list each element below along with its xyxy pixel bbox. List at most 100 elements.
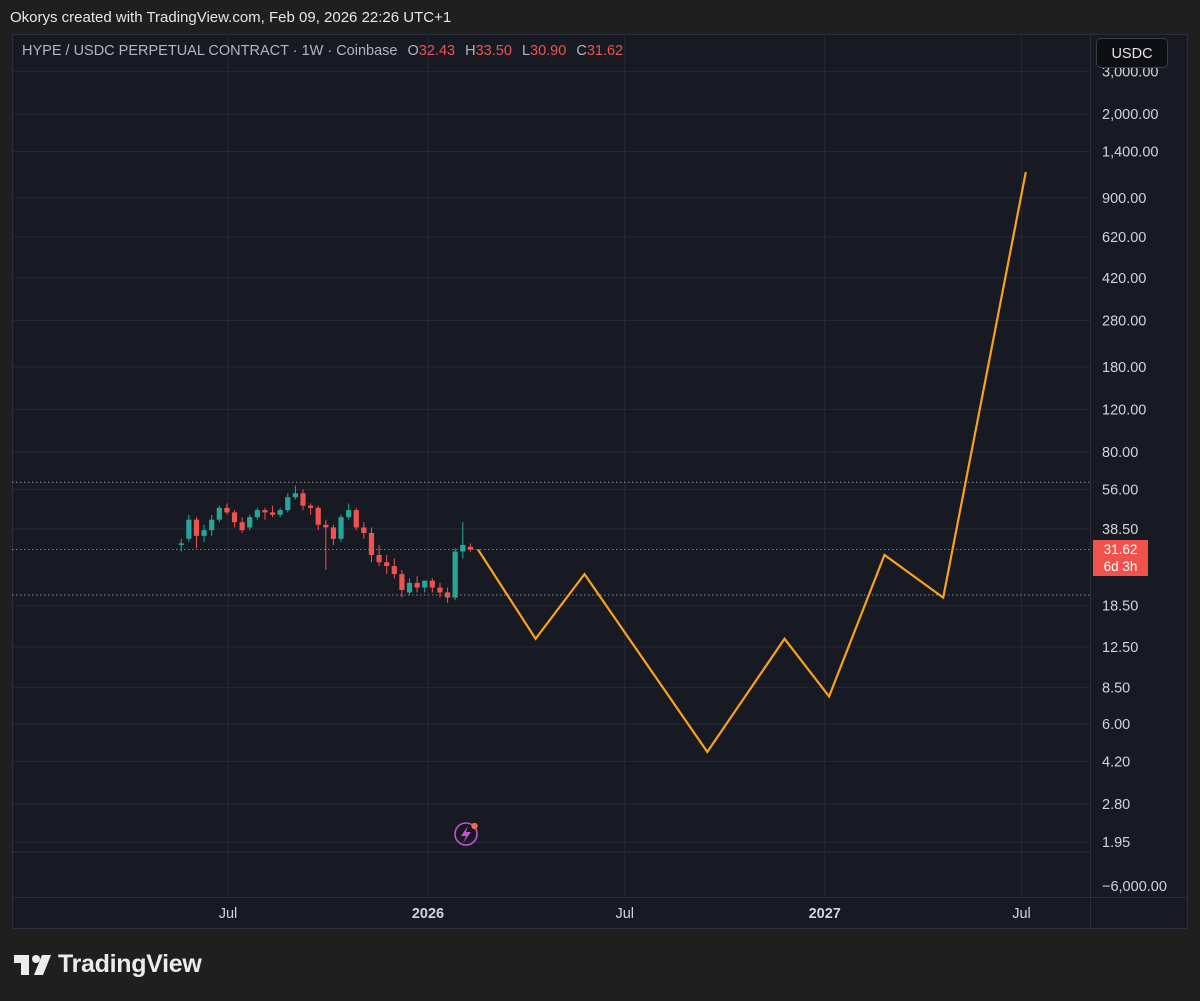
- alert-icon[interactable]: [454, 822, 478, 846]
- last-price-tag: 31.62 6d 3h: [1093, 540, 1148, 576]
- candle[interactable]: [277, 507, 283, 518]
- candle[interactable]: [315, 505, 321, 531]
- candle[interactable]: [406, 578, 413, 595]
- y-tick-label: 6.00: [1102, 717, 1130, 733]
- chart-caption: Okorys created with TradingView.com, Feb…: [10, 9, 452, 26]
- candle[interactable]: [338, 514, 344, 542]
- y-tick-label: 80.00: [1102, 445, 1138, 461]
- candle-body: [361, 527, 367, 533]
- candle[interactable]: [300, 489, 306, 511]
- y-tick-label: 18.50: [1102, 599, 1138, 615]
- candle[interactable]: [209, 514, 215, 536]
- candle-body: [186, 519, 192, 539]
- candle-body: [376, 554, 382, 563]
- candle[interactable]: [262, 507, 268, 520]
- open-label: O: [407, 43, 419, 59]
- candle[interactable]: [346, 503, 352, 520]
- candle-body: [353, 510, 359, 528]
- candle[interactable]: [460, 522, 466, 559]
- high-label: H: [465, 43, 476, 59]
- candle[interactable]: [292, 485, 298, 500]
- candle-body: [224, 507, 230, 513]
- candle-body: [444, 592, 451, 598]
- candle-body: [414, 582, 420, 588]
- candle[interactable]: [247, 514, 253, 531]
- candle-body: [209, 519, 215, 531]
- candle-body: [201, 530, 207, 536]
- candle[interactable]: [444, 587, 451, 603]
- y-tick-label: 38.50: [1102, 522, 1138, 538]
- y-tick-label: 12.50: [1102, 640, 1138, 656]
- candle[interactable]: [224, 503, 230, 515]
- candle-body: [323, 524, 329, 528]
- candle-body: [292, 493, 298, 498]
- candle[interactable]: [368, 527, 375, 563]
- chart-area[interactable]: [12, 34, 1188, 929]
- close-value: 31.62: [586, 43, 624, 59]
- candle[interactable]: [330, 524, 337, 545]
- candle[interactable]: [391, 558, 397, 579]
- candle-body: [330, 527, 337, 539]
- candle-body: [406, 582, 413, 593]
- low-label: L: [521, 43, 531, 59]
- candle-body: [308, 505, 314, 508]
- candle[interactable]: [193, 517, 200, 549]
- candle-body: [338, 517, 344, 539]
- projection-line[interactable]: [477, 171, 1027, 754]
- candle-body: [452, 551, 458, 598]
- candle[interactable]: [231, 510, 238, 528]
- y-tick-label: 56.00: [1102, 482, 1138, 498]
- y-tick-label: 2.80: [1102, 797, 1130, 813]
- candle[interactable]: [239, 517, 245, 533]
- candle[interactable]: [437, 582, 443, 598]
- candle-body: [277, 510, 283, 515]
- time-axis-divider: [12, 897, 1188, 898]
- horizontal-lines: [12, 481, 1090, 596]
- candle[interactable]: [353, 507, 359, 531]
- currency-button[interactable]: USDC: [1096, 38, 1168, 68]
- candle[interactable]: [201, 524, 207, 542]
- candle[interactable]: [429, 578, 435, 593]
- candle[interactable]: [269, 505, 276, 518]
- grid-lines: [12, 35, 1090, 897]
- candle-body: [346, 510, 352, 518]
- candle-body: [231, 512, 238, 523]
- y-tick-label: 420.00: [1102, 271, 1146, 287]
- candle[interactable]: [308, 503, 314, 515]
- candle-body: [429, 580, 435, 588]
- candle-body: [254, 510, 260, 518]
- candle[interactable]: [376, 544, 382, 567]
- y-tick-label: 3,000.00: [1102, 64, 1158, 80]
- y-tick-label: 620.00: [1102, 230, 1146, 246]
- candle[interactable]: [285, 493, 291, 513]
- candle[interactable]: [254, 507, 260, 520]
- candle[interactable]: [361, 522, 367, 539]
- candle-body: [315, 507, 321, 525]
- candle-body: [247, 517, 253, 528]
- candle-body: [216, 507, 222, 520]
- candle[interactable]: [399, 570, 405, 598]
- x-tick-label: 2027: [809, 906, 841, 922]
- candle[interactable]: [467, 543, 473, 552]
- x-tick-label: 2026: [412, 906, 444, 922]
- x-tick-label: Jul: [615, 906, 634, 922]
- candle-body: [262, 510, 268, 513]
- candle[interactable]: [422, 580, 428, 593]
- candle-body: [269, 512, 276, 515]
- y-tick-label: 1,400.00: [1102, 144, 1158, 160]
- candle[interactable]: [384, 554, 390, 575]
- candle[interactable]: [414, 576, 420, 593]
- candle[interactable]: [323, 519, 329, 571]
- candle[interactable]: [178, 538, 184, 552]
- candle[interactable]: [452, 548, 458, 601]
- y-tick-label: −6,000.00: [1102, 879, 1167, 895]
- brand-name: TradingView: [58, 950, 202, 978]
- y-tick-label: 120.00: [1102, 402, 1146, 418]
- candle[interactable]: [216, 505, 222, 523]
- open-value: 32.43: [418, 43, 456, 59]
- candle-body: [368, 532, 375, 555]
- tradingview-logo[interactable]: TradingView: [14, 950, 202, 979]
- y-tick-label: 900.00: [1102, 191, 1146, 207]
- high-value: 33.50: [475, 43, 512, 59]
- candle[interactable]: [186, 514, 192, 542]
